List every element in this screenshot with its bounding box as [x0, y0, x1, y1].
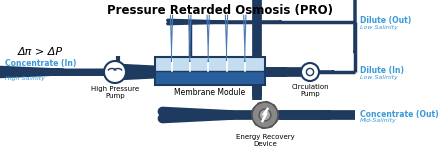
- Text: Membrane Module: Membrane Module: [174, 88, 246, 97]
- Text: Low Salinity: Low Salinity: [360, 75, 398, 80]
- Text: Concentrate (In): Concentrate (In): [5, 59, 77, 68]
- Polygon shape: [266, 101, 269, 103]
- Circle shape: [301, 63, 319, 81]
- Circle shape: [306, 68, 314, 76]
- Polygon shape: [252, 107, 255, 110]
- Polygon shape: [257, 102, 261, 104]
- Circle shape: [252, 102, 278, 128]
- Bar: [155, 57, 265, 85]
- Text: Circulation
Pump: Circulation Pump: [291, 84, 329, 97]
- Bar: [155, 57, 265, 71]
- Circle shape: [104, 61, 126, 83]
- Text: Concentrate (Out): Concentrate (Out): [360, 109, 439, 119]
- Polygon shape: [273, 104, 276, 108]
- Text: Dilute (Out): Dilute (Out): [360, 16, 411, 25]
- Polygon shape: [261, 127, 264, 129]
- Text: Dilute (In): Dilute (In): [360, 67, 404, 76]
- Bar: [155, 71, 265, 85]
- Polygon shape: [254, 122, 257, 126]
- Text: Energy Recovery
Device: Energy Recovery Device: [236, 134, 294, 147]
- Text: High Pressure
Pump: High Pressure Pump: [91, 86, 139, 99]
- Text: Mid-Salinity: Mid-Salinity: [360, 118, 397, 123]
- Text: Low Salinity: Low Salinity: [360, 25, 398, 30]
- Polygon shape: [275, 120, 278, 123]
- Text: Δπ > ΔP: Δπ > ΔP: [18, 47, 63, 57]
- Text: Pressure Retarded Osmosis (PRO): Pressure Retarded Osmosis (PRO): [107, 4, 333, 17]
- Circle shape: [259, 109, 271, 121]
- Polygon shape: [269, 126, 272, 128]
- Text: High Salinity: High Salinity: [5, 76, 45, 81]
